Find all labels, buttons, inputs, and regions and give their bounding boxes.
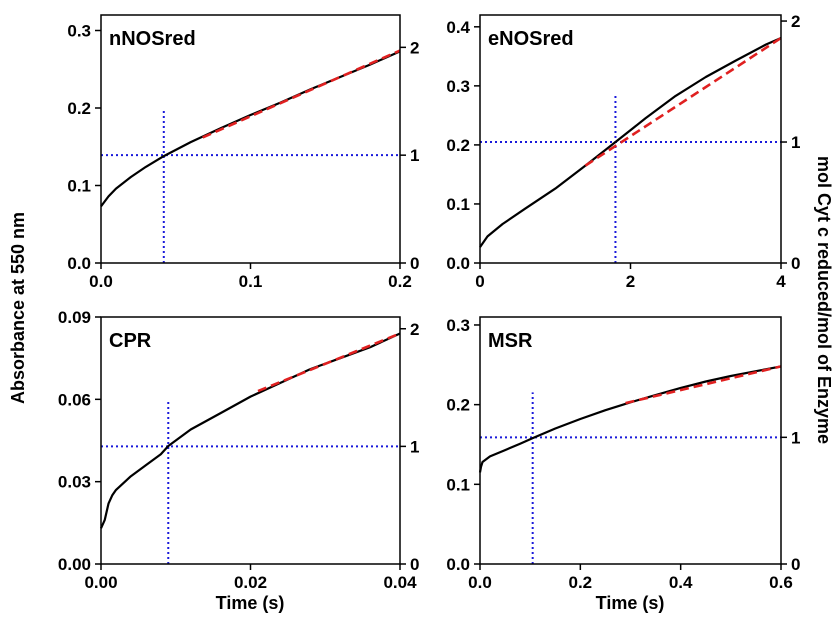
y2-tick-label: 1 bbox=[791, 133, 800, 152]
y2-tick-label: 0 bbox=[410, 254, 419, 273]
y-tick-label: 0.0 bbox=[446, 254, 470, 273]
x-tick-label: 0.02 bbox=[234, 573, 267, 592]
data-trace bbox=[100, 50, 401, 208]
fit-line bbox=[257, 332, 401, 393]
y-tick-label: 0.03 bbox=[58, 473, 91, 492]
left-axis-title: Absorbance at 550 nm bbox=[8, 212, 28, 404]
plot-frame bbox=[479, 14, 782, 264]
panel-label: CPR bbox=[109, 330, 152, 352]
x-axis-title-right: Time (s) bbox=[596, 593, 665, 613]
x-tick-label: 0.2 bbox=[569, 573, 593, 592]
right-axis-title: mol Cyt c reduced/mol of Enzyme bbox=[814, 156, 834, 444]
panel-cpr: 0.00 0.02 0.04 0.00 0.03 0.06 0.09 0 1 2 CPR bbox=[58, 308, 420, 592]
plot-frame bbox=[100, 14, 401, 264]
data-trace bbox=[99, 332, 401, 529]
panel-label: nNOSred bbox=[109, 28, 196, 50]
y-tick-label: 0.0 bbox=[446, 555, 470, 574]
x-tick-label: 0 bbox=[475, 272, 484, 291]
x-tick-label: 0.1 bbox=[239, 272, 263, 291]
x-tick-label: 0.04 bbox=[383, 573, 417, 592]
y-tick-label: 0.2 bbox=[446, 136, 470, 155]
y-tick-label: 0.1 bbox=[446, 475, 470, 494]
y2-tick-label: 0 bbox=[791, 254, 800, 273]
y-tick-label: 0.00 bbox=[58, 555, 91, 574]
x-tick-label: 0.4 bbox=[669, 573, 693, 592]
x-axis-title-left: Time (s) bbox=[216, 593, 285, 613]
y-tick-label: 0.1 bbox=[446, 195, 470, 214]
y-tick-label: 0.2 bbox=[67, 99, 91, 118]
y2-tick-label: 2 bbox=[410, 38, 419, 57]
data-trace bbox=[478, 365, 782, 473]
y-tick-label: 0.4 bbox=[446, 18, 470, 37]
y-tick-label: 0.0 bbox=[67, 254, 91, 273]
fit-line bbox=[625, 365, 782, 405]
x-tick-label: 0.0 bbox=[89, 272, 113, 291]
y-tick-label: 0.3 bbox=[446, 316, 470, 335]
x-tick-label: 0.0 bbox=[468, 573, 492, 592]
y2-tick-label: 0 bbox=[791, 555, 800, 574]
panel-label: MSR bbox=[488, 330, 533, 352]
plot-frame bbox=[100, 316, 401, 565]
x-tick-label: 4 bbox=[776, 272, 786, 291]
x-tick-label: 0.6 bbox=[769, 573, 793, 592]
x-tick-label: 2 bbox=[626, 272, 635, 291]
fit-line bbox=[202, 49, 401, 139]
chart-panels: 0.0 0.1 0.2 0.0 0.1 0.2 0.3 0 1 2 nNOSred 0 2 4 0.0 0.1… bbox=[58, 12, 801, 592]
panel-msr: 0.0 0.2 0.4 0.6 0.0 0.1 0.2 0.3 0 1 MSR bbox=[446, 316, 800, 592]
x-tick-label: 0.2 bbox=[388, 272, 412, 291]
y2-tick-label: 2 bbox=[791, 12, 800, 31]
y-tick-label: 0.06 bbox=[58, 390, 91, 409]
y-tick-label: 0.2 bbox=[446, 396, 470, 415]
y2-tick-label: 0 bbox=[410, 555, 419, 574]
panel-label: eNOSred bbox=[488, 28, 574, 50]
y2-tick-label: 1 bbox=[791, 428, 800, 447]
plot-frame bbox=[479, 316, 782, 565]
y-tick-label: 0.09 bbox=[58, 308, 91, 327]
y-tick-label: 0.3 bbox=[446, 77, 470, 96]
panel-nnosred: 0.0 0.1 0.2 0.0 0.1 0.2 0.3 0 1 2 nNOSred bbox=[67, 14, 419, 291]
y-tick-label: 0.3 bbox=[67, 22, 91, 41]
data-trace bbox=[479, 36, 782, 248]
y2-tick-label: 1 bbox=[410, 437, 419, 456]
y-tick-label: 0.1 bbox=[67, 177, 91, 196]
fit-line bbox=[584, 36, 782, 167]
y2-tick-label: 2 bbox=[410, 320, 419, 339]
x-tick-label: 0.00 bbox=[84, 573, 117, 592]
y2-tick-label: 1 bbox=[410, 146, 419, 165]
panel-enosred: 0 2 4 0.0 0.1 0.2 0.3 0.4 0 1 2 eNOSred bbox=[446, 12, 800, 291]
